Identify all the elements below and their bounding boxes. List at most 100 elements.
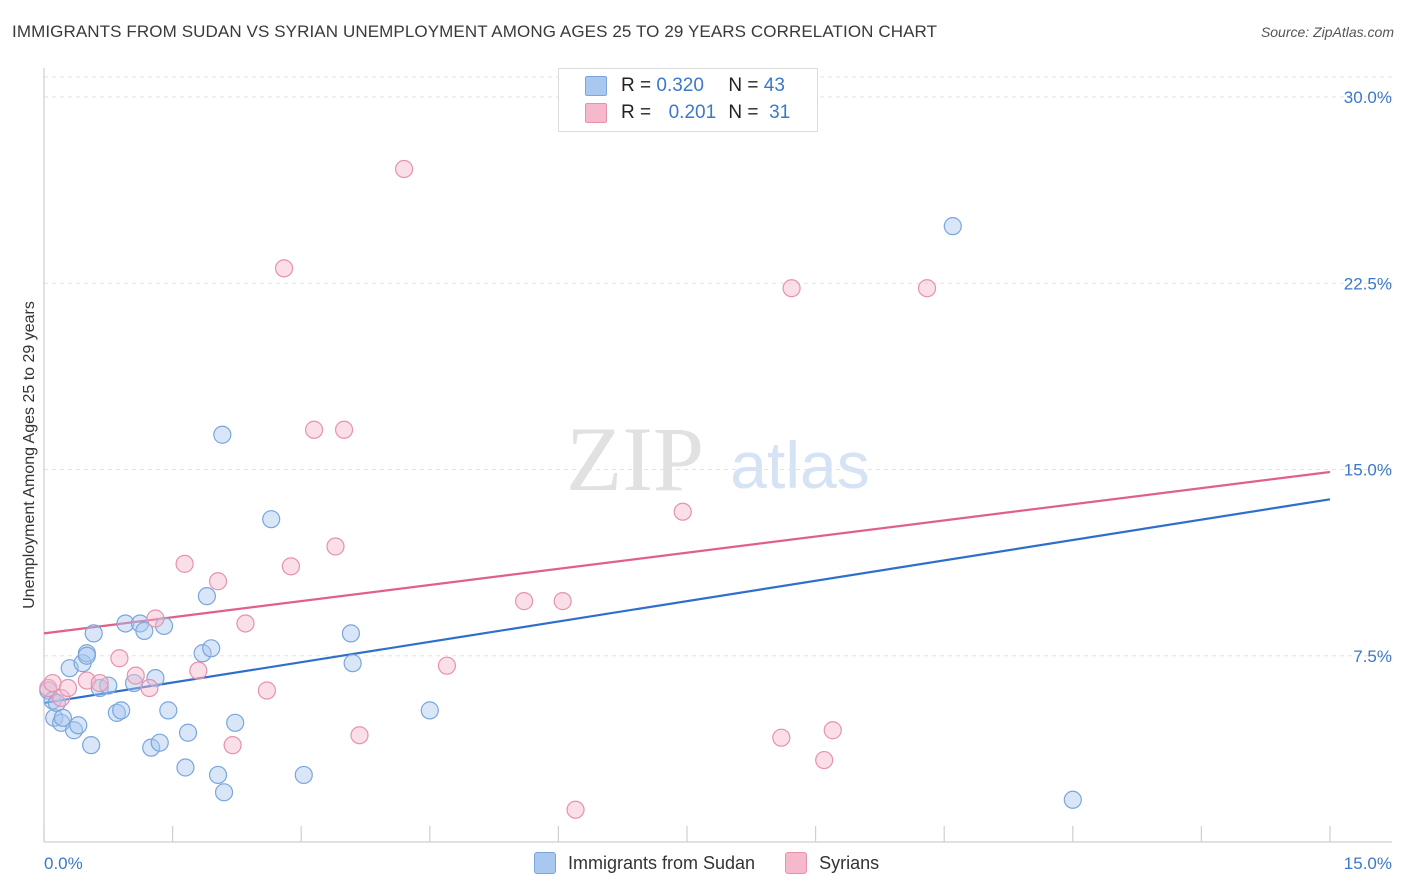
stats-legend: R = 0.320 N = 43 R = 0.201 N = 31: [558, 68, 818, 132]
legend-swatch-sudan: [585, 76, 607, 96]
watermark: ZIP atlas: [566, 408, 870, 510]
legend-r-value-syrians: 0.201: [668, 102, 717, 123]
point-syrians: [257, 681, 277, 700]
point-sudan: [178, 723, 198, 742]
legend-label-syrians: Syrians: [819, 852, 880, 873]
legend-label-sudan: Immigrants from Sudan: [568, 852, 756, 873]
point-sudan: [146, 668, 165, 688]
y-tick-label: 7.5%: [1353, 647, 1392, 666]
point-syrians: [146, 609, 165, 628]
point-syrians: [189, 661, 208, 680]
point-sudan: [142, 738, 161, 757]
point-syrians: [437, 656, 457, 675]
point-sudan: [150, 733, 169, 752]
point-syrians: [823, 721, 842, 740]
point-sudan: [294, 765, 313, 785]
points-syrians: [39, 159, 937, 819]
point-sudan: [77, 646, 96, 665]
point-sudan: [69, 716, 88, 735]
point-sudan: [343, 654, 362, 673]
trend-line-syrians: [43, 470, 1331, 635]
point-syrians: [350, 726, 369, 745]
watermark-zip: ZIP: [566, 408, 704, 510]
grid-lines: [44, 76, 1392, 657]
legend-swatch-syrians: [585, 103, 607, 123]
point-syrians: [52, 688, 71, 708]
trend-lines: [43, 470, 1331, 705]
tick-labels: 7.5% 15.0% 22.5% 30.0% 0.0% 15.0%: [44, 88, 1392, 873]
point-sudan: [341, 624, 361, 643]
legend-item-sudan[interactable]: Immigrants from Sudan: [534, 852, 755, 874]
point-sudan: [53, 708, 72, 727]
point-syrians: [673, 502, 692, 521]
series-legend: Immigrants from Sudan Syrians: [534, 852, 909, 874]
point-sudan: [1063, 790, 1082, 809]
point-sudan: [197, 587, 216, 606]
point-syrians: [208, 572, 228, 591]
legend-row-syrians: R = 0.201 N = 31: [585, 100, 790, 126]
point-syrians: [815, 750, 834, 770]
point-syrians: [236, 614, 255, 633]
point-sudan: [193, 644, 212, 663]
legend-swatch-sudan-bottom: [534, 852, 556, 874]
trend-line-sudan: [43, 498, 1331, 705]
y-axis-label: Unemployment Among Ages 25 to 29 years: [21, 301, 38, 609]
legend-n-value-syrians: 31: [769, 102, 791, 123]
point-syrians: [566, 800, 585, 819]
point-syrians: [515, 592, 534, 611]
point-syrians: [304, 420, 324, 439]
axes: [43, 68, 1392, 843]
point-sudan: [112, 701, 131, 720]
y-tick-label: 15.0%: [1344, 461, 1392, 480]
points-sudan: [39, 217, 1082, 809]
legend-r-value-sudan: 0.320: [656, 75, 704, 96]
point-syrians: [917, 279, 937, 298]
point-sudan: [213, 425, 232, 444]
point-syrians: [126, 666, 145, 685]
point-sudan: [262, 510, 281, 529]
point-syrians: [58, 678, 78, 698]
point-sudan: [84, 624, 103, 643]
point-syrians: [772, 728, 791, 747]
legend-row-sudan: R = 0.320 N = 43: [585, 73, 785, 99]
point-syrians: [90, 673, 109, 693]
watermark-atlas: atlas: [730, 428, 869, 502]
point-sudan: [176, 758, 195, 777]
point-sudan: [214, 783, 234, 802]
point-syrians: [274, 259, 294, 278]
point-sudan: [420, 701, 439, 720]
point-syrians: [110, 649, 129, 668]
point-sudan: [943, 217, 962, 236]
point-syrians: [175, 554, 194, 573]
point-sudan: [202, 639, 221, 658]
legend-n-label-sudan: N =: [728, 75, 759, 96]
point-syrians: [334, 420, 354, 439]
point-syrians: [223, 736, 242, 755]
legend-r-label-syrians: R =: [621, 102, 652, 123]
point-sudan: [135, 621, 154, 641]
y-tick-label: 30.0%: [1344, 88, 1392, 107]
point-syrians: [394, 159, 414, 179]
legend-n-label-syrians: N =: [728, 102, 759, 123]
point-sudan: [159, 701, 178, 720]
point-syrians: [140, 678, 159, 698]
x-tick-label: 0.0%: [44, 854, 83, 873]
point-syrians: [553, 592, 572, 611]
source-note: Source: ZipAtlas.com: [1260, 24, 1394, 40]
point-sudan: [116, 614, 135, 633]
point-sudan: [226, 713, 245, 732]
point-syrians: [281, 557, 301, 576]
point-sudan: [82, 736, 101, 755]
chart-title: IMMIGRANTS FROM SUDAN VS SYRIAN UNEMPLOY…: [12, 22, 938, 41]
point-syrians: [326, 537, 345, 556]
legend-n-value-sudan: 43: [763, 75, 785, 96]
legend-item-syrians[interactable]: Syrians: [785, 852, 879, 874]
point-sudan: [208, 765, 228, 785]
point-syrians: [43, 673, 62, 693]
point-syrians: [782, 279, 801, 298]
y-tick-label: 22.5%: [1344, 274, 1392, 293]
x-tick-label: 15.0%: [1344, 854, 1392, 873]
legend-swatch-syrians-bottom: [785, 852, 808, 874]
legend-r-label-sudan: R =: [621, 75, 652, 96]
